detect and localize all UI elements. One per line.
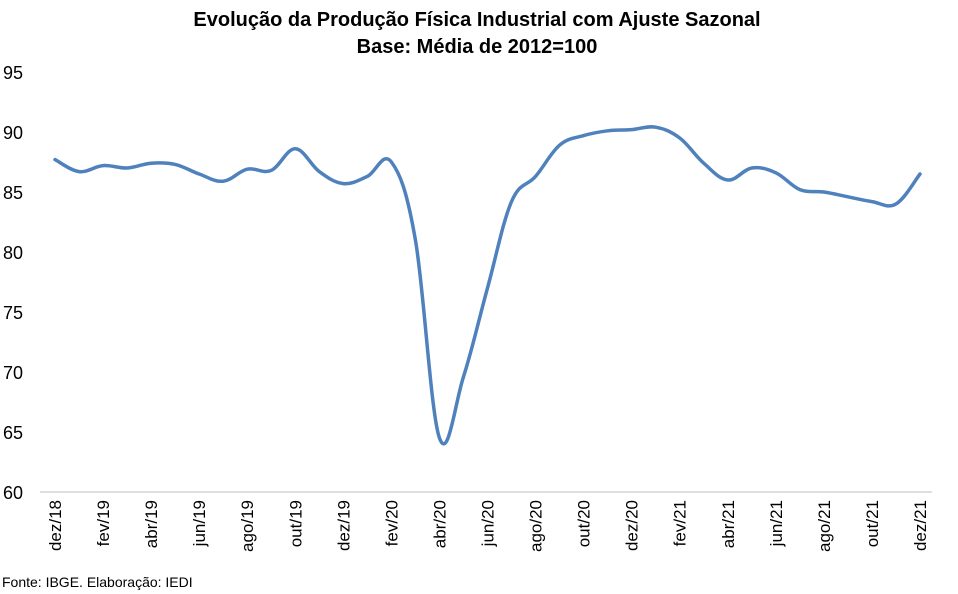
x-tick-label: fev/19 [94,500,113,546]
x-tick-label: dez/18 [46,500,65,551]
x-tick-label: ago/20 [527,500,546,552]
y-tick-label: 90 [3,123,23,143]
x-tick-label: abr/21 [719,500,738,548]
x-tick-label: fev/21 [671,500,690,546]
chart-title: Evolução da Produção Física Industrial c… [193,9,760,31]
y-tick-label: 70 [3,363,23,383]
y-tick-label: 95 [3,63,23,83]
x-tick-label: dez/20 [623,500,642,551]
x-tick-label: jun/19 [190,500,209,547]
source-note: Fonte: IBGE. Elaboração: IEDI [2,574,193,590]
x-tick-label: fev/20 [382,500,401,546]
x-tick-label: out/21 [863,500,882,547]
y-tick-label: 75 [3,303,23,323]
x-tick-label: ago/19 [238,500,257,552]
series-layer [53,125,922,446]
x-tick-label: abr/19 [142,500,161,548]
y-tick-label: 65 [3,423,23,443]
x-tick-label: dez/19 [334,500,353,551]
y-tick-label: 80 [3,243,23,263]
x-tick-label: jun/21 [767,500,786,547]
y-axis-ticks: 60 65 70 75 80 85 90 95 [3,63,23,503]
series-line [53,125,922,446]
x-tick-label: out/20 [575,500,594,547]
chart-subtitle: Base: Média de 2012=100 [357,36,598,58]
x-tick-label: jun/20 [479,500,498,547]
x-tick-label: out/19 [286,500,305,547]
y-tick-label: 60 [3,483,23,503]
x-tick-label: abr/20 [430,500,449,548]
x-tick-label: dez/21 [911,500,930,551]
x-axis-ticks: dez/18 fev/19 abr/19 jun/19 ago/19 out/19 dez/… [46,500,930,552]
x-tick-label: ago/21 [815,500,834,552]
y-tick-label: 85 [3,183,23,203]
